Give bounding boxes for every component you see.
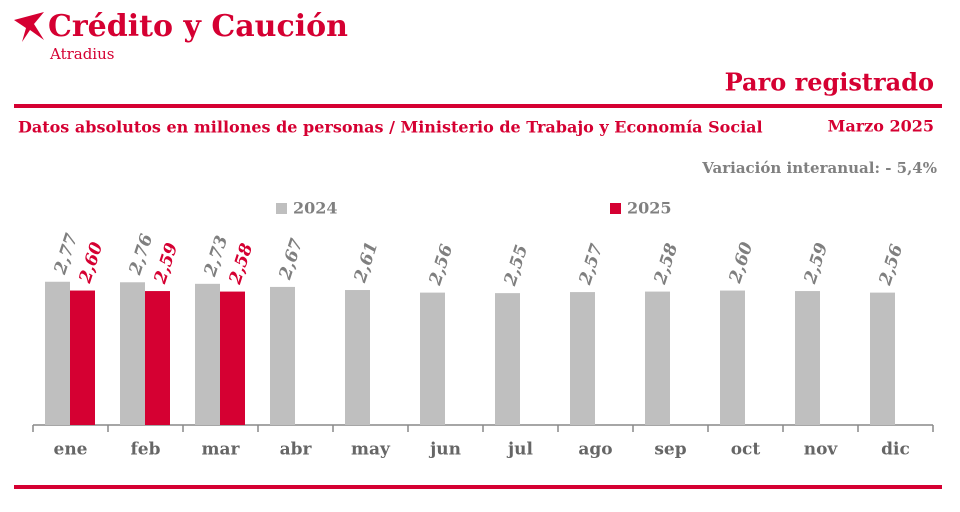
value-label: 2,56 [425,242,457,289]
x-tick-label: mar [202,440,241,460]
value-label: 2,59 [150,240,182,287]
legend-label: 2025 [627,199,672,218]
rule-bottom [14,485,942,489]
value-label: 2,57 [575,241,607,288]
bar [270,286,295,425]
brand: Crédito y Caución [48,9,348,44]
bar [120,282,145,425]
value-label: 2,58 [225,241,257,288]
bar [495,293,520,425]
bar [720,290,745,425]
bar [45,281,70,425]
value-label: 2,58 [650,241,682,288]
bar [570,292,595,425]
x-tick-label: oct [731,440,761,460]
bar [795,291,820,425]
value-label: 2,60 [75,240,107,287]
x-tick-label: sep [654,440,686,460]
x-tick-label: abr [280,440,313,460]
value-label: 2,56 [875,242,907,289]
x-tick-label: feb [130,440,160,460]
chart-subtitle: Datos absolutos en millones de personas … [18,118,763,137]
logo-icon [14,12,44,42]
chart-title: Paro registrado [725,68,934,97]
legend-swatch [610,203,621,214]
bar [70,290,95,425]
bar [345,290,370,425]
legend-swatch [276,203,287,214]
date: Marzo 2025 [828,117,934,136]
value-label: 2,61 [350,239,382,286]
x-tick-label: may [351,440,391,460]
value-label: 2,60 [725,240,757,287]
x-tick-label: jul [506,440,534,460]
value-label: 2,59 [800,240,832,287]
annotation: Variación interanual: - 5,4% [701,159,937,177]
x-tick-label: dic [881,440,910,460]
bar [195,283,220,425]
legend-label: 2024 [293,199,338,218]
rule-top [14,104,942,108]
x-tick-label: nov [804,440,839,460]
bar [870,292,895,425]
value-label: 2,55 [500,243,532,290]
x-tick-label: ene [54,440,88,460]
x-tick-label: ago [578,440,612,460]
bar [420,292,445,425]
x-tick-label: jun [428,440,461,460]
brand-sub: Atradius [49,45,114,63]
bar [220,291,245,425]
bar [145,291,170,425]
bar [645,291,670,425]
value-label: 2,67 [275,236,307,283]
